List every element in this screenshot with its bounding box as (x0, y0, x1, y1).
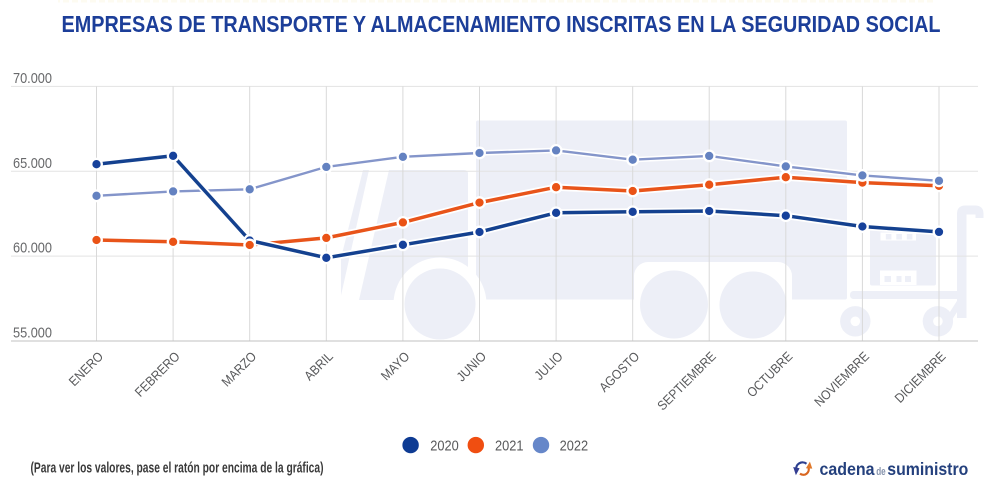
svg-text:2022: 2022 (560, 438, 589, 454)
svg-text:ABRIL: ABRIL (301, 349, 336, 384)
svg-text:AGOSTO: AGOSTO (596, 349, 642, 395)
svg-text:FEBRERO: FEBRERO (132, 349, 183, 400)
svg-text:EMPRESAS DE TRANSPORTE Y ALMAC: EMPRESAS DE TRANSPORTE Y ALMACENAMIENTO … (62, 11, 941, 37)
svg-text:JUNIO: JUNIO (453, 349, 489, 385)
svg-text:OCTUBRE: OCTUBRE (744, 349, 796, 401)
svg-text:JULIO: JULIO (531, 349, 565, 383)
svg-text:70.000: 70.000 (13, 70, 52, 87)
svg-text:MAYO: MAYO (378, 349, 413, 384)
svg-text:MARZO: MARZO (219, 349, 260, 390)
svg-text:suministro: suministro (887, 459, 968, 479)
svg-text:SEPTIEMBRE: SEPTIEMBRE (654, 349, 719, 414)
svg-text:55.000: 55.000 (13, 324, 52, 341)
svg-text:ENERO: ENERO (66, 349, 106, 389)
svg-text:65.000: 65.000 (13, 155, 52, 172)
svg-text:NOVIEMBRE: NOVIEMBRE (811, 349, 872, 410)
svg-text:2021: 2021 (495, 438, 524, 454)
svg-text:(Para ver los valores, pase el: (Para ver los valores, pase el ratón por… (31, 461, 324, 477)
svg-text:DICIEMBRE: DICIEMBRE (892, 349, 949, 406)
svg-text:cadena: cadena (820, 459, 875, 479)
svg-text:de: de (876, 466, 886, 478)
svg-text:60.000: 60.000 (13, 240, 52, 257)
svg-text:2020: 2020 (430, 438, 459, 454)
